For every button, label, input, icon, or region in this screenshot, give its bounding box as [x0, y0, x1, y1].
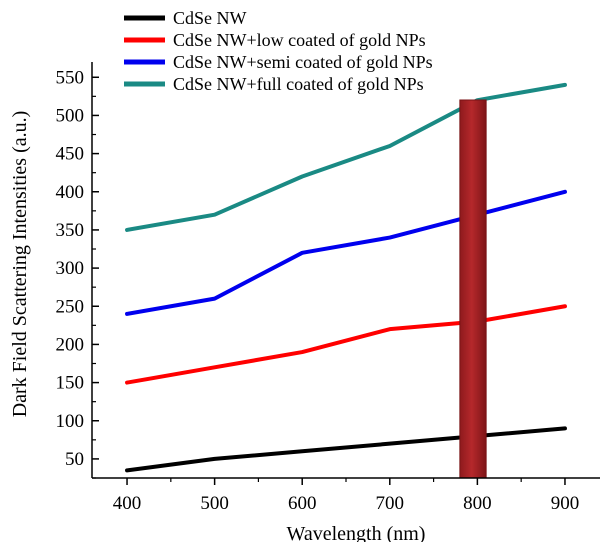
x-tick-label: 500: [200, 493, 229, 514]
plot-lines: [125, 82, 567, 473]
y-tick-label: 150: [56, 373, 85, 394]
y-tick-label: 350: [56, 220, 85, 241]
y-tick-label: 100: [56, 411, 85, 432]
y-tick-label: 400: [56, 182, 85, 203]
legend-label-3: CdSe NW+semi coated of gold NPs: [173, 52, 433, 72]
y-tick-label: 300: [56, 258, 85, 279]
y-tick-label: 250: [56, 296, 85, 317]
legend-label-2: CdSe NW+low coated of gold NPs: [173, 30, 426, 50]
x-tick-label: 600: [288, 493, 317, 514]
highlight-band-layer: [459, 99, 487, 479]
x-tick-label: 900: [551, 493, 580, 514]
y-tick-label: 200: [56, 334, 85, 355]
series-line-3: [125, 189, 567, 316]
x-axis-title: Wavelength (nm): [287, 523, 426, 542]
legend-label-1: CdSe NW: [173, 8, 247, 28]
legend-label-4: CdSe NW+full coated of gold NPs: [173, 74, 424, 94]
y-tick-label: 50: [65, 449, 84, 470]
y-tick-label: 550: [56, 67, 85, 88]
axes: 50 100 150 200 250 300 350 400 450 500 550 400 500 60…: [56, 62, 600, 514]
series-line-4: [125, 82, 567, 232]
y-tick-label: 500: [56, 105, 85, 126]
x-tick-label: 400: [113, 493, 142, 514]
highlight-band: [459, 99, 487, 479]
x-tick-label: 700: [376, 493, 405, 514]
y-tick-label: 450: [56, 144, 85, 165]
y-axis-title: Dark Field Scattering Intensities (a.u.): [9, 111, 31, 418]
series-line-1: [125, 426, 567, 473]
x-tick-label: 800: [463, 493, 492, 514]
series-line-2: [125, 304, 567, 385]
